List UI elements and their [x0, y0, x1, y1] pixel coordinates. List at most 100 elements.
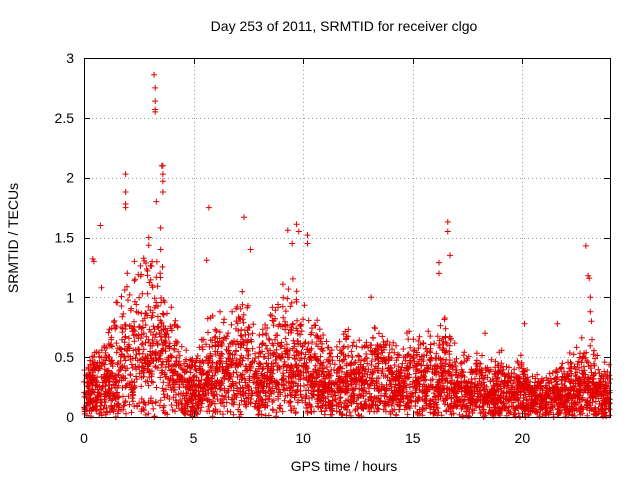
data-point — [113, 299, 120, 306]
data-point — [412, 398, 419, 404]
data-point — [477, 387, 484, 394]
data-point — [114, 389, 121, 396]
data-point — [184, 378, 191, 385]
data-point — [407, 359, 414, 366]
data-point — [377, 397, 384, 404]
data-point — [225, 330, 232, 337]
data-point — [218, 378, 225, 385]
data-point — [248, 338, 255, 345]
data-point — [437, 365, 444, 372]
data-point — [601, 401, 608, 408]
data-point — [212, 348, 219, 355]
data-point — [87, 413, 94, 420]
data-point — [168, 354, 175, 361]
data-point — [453, 355, 460, 362]
data-point — [533, 408, 540, 415]
data-point — [335, 367, 341, 373]
data-point — [386, 377, 393, 384]
data-point — [277, 391, 284, 398]
data-point — [102, 399, 109, 405]
data-point — [335, 385, 342, 392]
data-point — [236, 358, 243, 365]
data-point — [348, 348, 355, 355]
data-point — [435, 369, 442, 376]
data-point — [556, 409, 562, 416]
data-point — [508, 403, 515, 409]
data-point — [242, 367, 248, 374]
data-point — [319, 403, 326, 410]
data-point — [275, 323, 282, 330]
data-point — [443, 375, 450, 382]
data-point — [554, 387, 561, 394]
data-point — [173, 371, 180, 377]
data-point — [496, 349, 503, 356]
data-point — [151, 413, 158, 420]
data-point — [509, 384, 516, 391]
data-point — [122, 326, 129, 332]
data-point — [586, 275, 593, 282]
data-point — [207, 364, 214, 371]
data-point — [448, 372, 455, 379]
data-point — [221, 385, 228, 392]
data-point — [220, 374, 226, 381]
data-point — [327, 350, 334, 357]
data-point — [375, 388, 382, 395]
data-point — [147, 307, 154, 314]
data-point — [289, 275, 296, 282]
data-point — [389, 389, 396, 396]
data-point — [173, 402, 180, 409]
data-point — [253, 380, 260, 386]
data-point — [100, 373, 107, 380]
data-point — [219, 341, 226, 347]
data-point — [565, 387, 572, 394]
data-point — [575, 358, 582, 365]
data-point — [390, 339, 397, 346]
data-point — [221, 375, 228, 382]
data-point — [414, 352, 420, 359]
data-point — [250, 321, 257, 328]
data-point — [249, 358, 256, 365]
data-point — [403, 392, 410, 399]
data-point — [585, 400, 592, 407]
x-tick-label: 0 — [80, 430, 88, 446]
data-point — [284, 392, 291, 399]
data-point — [153, 331, 160, 338]
data-point — [160, 391, 167, 398]
data-point — [226, 350, 233, 357]
data-point — [495, 410, 502, 417]
data-point — [119, 384, 126, 391]
data-point — [405, 336, 412, 343]
data-point — [368, 358, 375, 365]
data-point — [132, 363, 139, 370]
data-point — [544, 377, 551, 384]
data-point — [588, 369, 595, 376]
data-point — [109, 406, 115, 413]
data-point — [183, 368, 190, 375]
data-point — [459, 368, 466, 375]
data-point — [576, 364, 583, 371]
data-point — [260, 383, 267, 390]
data-point — [545, 391, 552, 398]
data-point — [597, 381, 604, 388]
data-point — [476, 375, 483, 382]
data-point — [294, 317, 300, 324]
data-point — [138, 383, 145, 390]
data-point — [269, 406, 276, 413]
data-point — [427, 333, 434, 340]
data-point — [209, 413, 216, 420]
data-point — [139, 340, 146, 347]
data-point — [603, 413, 610, 420]
data-point — [567, 379, 574, 386]
data-point — [148, 314, 155, 321]
data-point — [331, 389, 338, 396]
data-point — [443, 356, 450, 363]
data-point — [411, 358, 418, 365]
data-point — [564, 373, 571, 380]
data-point — [413, 368, 420, 375]
data-point — [105, 375, 112, 382]
data-point — [485, 367, 492, 374]
data-point — [167, 367, 173, 374]
data-point — [336, 395, 343, 402]
data-point — [309, 382, 316, 389]
